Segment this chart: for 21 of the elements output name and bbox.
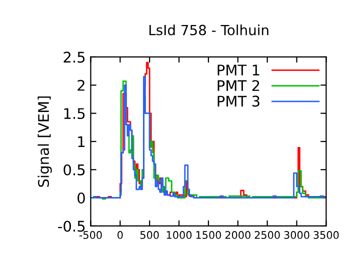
y-tick-label: 1.5	[64, 108, 85, 120]
x-tick-label: 3500	[314, 231, 339, 239]
x-tick-label: -500	[79, 231, 102, 239]
y-tick-label: 0	[78, 192, 85, 204]
legend-label: PMT 3	[218, 96, 260, 107]
x-tick-label: 1000	[166, 231, 192, 239]
x-tick-label: 1500	[196, 231, 222, 239]
x-tick-label: 3000	[284, 231, 310, 239]
y-tick-label: 2	[78, 80, 84, 91]
y-tick-label: 2.5	[64, 52, 85, 63]
x-tick-label: 500	[140, 231, 159, 239]
x-tick-label: 2000	[225, 231, 250, 239]
y-tick-label: 1	[78, 136, 85, 148]
x-tick-label: 2500	[254, 231, 280, 239]
chart-title: LsId 758 - Tolhuin	[149, 24, 268, 36]
legend-label: PMT 2	[218, 80, 260, 91]
legend-label: PMT 1	[218, 64, 260, 76]
y-tick-label: 0.5	[64, 164, 85, 176]
x-tick-label: 0	[118, 231, 123, 239]
y-tick-label: -0.5	[58, 220, 85, 232]
y-axis-title: Signal [VEM]	[38, 96, 52, 187]
